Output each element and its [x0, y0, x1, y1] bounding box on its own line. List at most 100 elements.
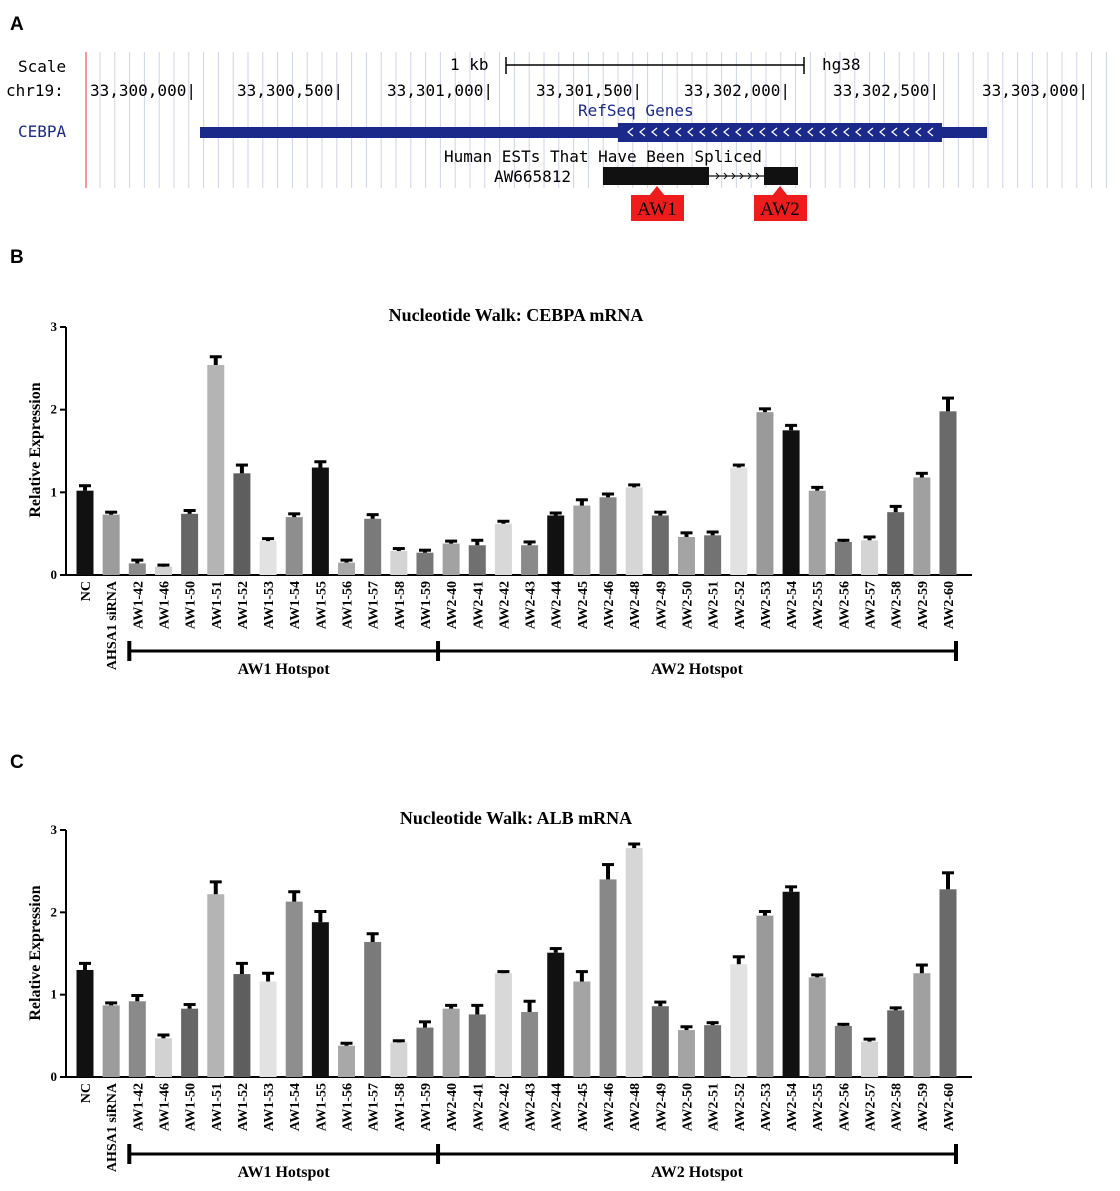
- position-label: 33,302,000|: [684, 81, 790, 100]
- strand-arrow: [699, 127, 706, 137]
- gene-cds-bar: [618, 123, 942, 142]
- strand-arrow: [651, 127, 658, 137]
- bar: [442, 1008, 460, 1077]
- bar: [756, 915, 774, 1077]
- bar: [887, 1010, 905, 1077]
- x-tick-label: AW2-59: [916, 581, 931, 629]
- x-tick-label: AW2-54: [785, 581, 800, 629]
- strand-arrows: [627, 127, 934, 137]
- x-tick-label: AW2-56: [837, 1083, 852, 1131]
- x-tick-label: AW1-57: [367, 1083, 382, 1131]
- bar: [338, 562, 356, 575]
- bar: [625, 487, 643, 575]
- bar: [834, 541, 852, 575]
- x-tick-label: AW1-58: [393, 581, 408, 629]
- bar: [547, 515, 565, 575]
- position-ruler: 33,300,000| 33,300,500| 33,301,000| 33,3…: [90, 81, 1088, 100]
- x-tick-label: AW2-59: [916, 1083, 931, 1131]
- bar: [730, 964, 748, 1077]
- strand-arrow: [807, 127, 814, 137]
- panel-label-b: B: [10, 247, 24, 268]
- x-tick-label: AW2-50: [680, 581, 695, 629]
- strand-arrow: [735, 127, 742, 137]
- x-tick-label: AW1-59: [419, 581, 434, 629]
- est-exon-2: [764, 167, 798, 185]
- bar: [233, 473, 251, 575]
- strand-arrow: [663, 127, 670, 137]
- x-tick-label: AW2-46: [602, 581, 617, 629]
- x-tick-label: AW1-42: [131, 581, 146, 629]
- bar: [573, 505, 591, 575]
- strand-arrow: [687, 127, 694, 137]
- bar: [128, 1001, 146, 1077]
- genome-browser-panel: Scale 1 kb hg38 chr19: 33,300,000| 33,30…: [6, 52, 1107, 221]
- bar: [259, 541, 277, 575]
- est-model: [603, 167, 798, 185]
- strand-arrow: [867, 127, 874, 137]
- strand-arrow: [711, 127, 718, 137]
- x-tick-label: AW2-44: [550, 581, 565, 629]
- x-tick-label: AW1-59: [419, 1083, 434, 1131]
- bar: [285, 517, 303, 575]
- x-tick-label: AW2-60: [942, 1083, 957, 1131]
- x-tick-label: AW2-51: [707, 1083, 722, 1131]
- hotspot-aw2-label: AW2: [760, 199, 800, 220]
- est-name-label: AW665812: [494, 167, 571, 186]
- x-tick-label: AW1-54: [288, 1083, 303, 1131]
- scale-bar: [505, 57, 805, 74]
- bar: [76, 969, 94, 1077]
- x-tick-label: AW1-52: [236, 1083, 251, 1131]
- bar: [808, 977, 826, 1077]
- bar: [939, 411, 957, 575]
- y-tick-label: 0: [51, 567, 58, 582]
- position-label: 33,300,000|: [90, 81, 196, 100]
- bar: [494, 523, 512, 575]
- x-tick-label: AW1-50: [184, 581, 199, 629]
- y-tick-label: 1: [51, 987, 58, 1002]
- strand-arrow: [915, 127, 922, 137]
- x-tick-label: AW2-60: [942, 581, 957, 629]
- strand-arrow: [639, 127, 646, 137]
- chart-title: Nucleotide Walk: ALB mRNA: [400, 808, 632, 828]
- bar: [181, 1008, 199, 1077]
- bar: [730, 467, 748, 575]
- x-tick-label: AHSA1 siRNA: [105, 1082, 120, 1172]
- strand-arrow: [675, 127, 682, 137]
- alb-chart: Nucleotide Walk: ALB mRNA Relative Expre…: [27, 808, 972, 1181]
- bar: [207, 365, 225, 575]
- bar: [887, 512, 905, 575]
- group-label: AW2 Hotspot: [651, 661, 744, 678]
- strand-arrow: [903, 127, 910, 137]
- strand-arrow: [879, 127, 886, 137]
- bar: [599, 497, 617, 575]
- bar: [390, 1042, 408, 1077]
- bar: [233, 974, 251, 1077]
- bar: [102, 514, 120, 575]
- position-label: 33,301,500|: [536, 81, 642, 100]
- bar: [468, 545, 486, 575]
- y-tick-label: 1: [51, 484, 58, 499]
- strand-arrow: [723, 127, 730, 137]
- bar: [468, 1014, 486, 1077]
- est-exon-1: [603, 167, 709, 185]
- bar: [625, 848, 643, 1077]
- hotspot-aw2-marker: AW2: [754, 186, 807, 221]
- x-tick-label: AW1-53: [262, 1083, 277, 1131]
- y-tick-label: 3: [51, 822, 58, 837]
- group-label: AW1 Hotspot: [238, 1164, 331, 1181]
- chart-title: Nucleotide Walk: CEBPA mRNA: [389, 305, 644, 325]
- y-tick-label: 2: [51, 402, 58, 417]
- bar: [782, 430, 800, 575]
- bar: [76, 490, 94, 575]
- bar: [494, 973, 512, 1077]
- x-tick-label: AW2-41: [471, 1083, 486, 1131]
- est-track-label: Human ESTs That Have Been Spliced: [444, 147, 762, 166]
- bar: [364, 941, 382, 1077]
- bar: [704, 535, 722, 575]
- scale-label: Scale: [18, 57, 66, 76]
- browser-grid: [99, 52, 1107, 188]
- strand-arrow: [783, 127, 790, 137]
- x-tick-label: AW2-43: [524, 1083, 539, 1131]
- x-tick-label: AW2-58: [890, 1083, 905, 1131]
- x-tick-label: AW2-44: [550, 1083, 565, 1131]
